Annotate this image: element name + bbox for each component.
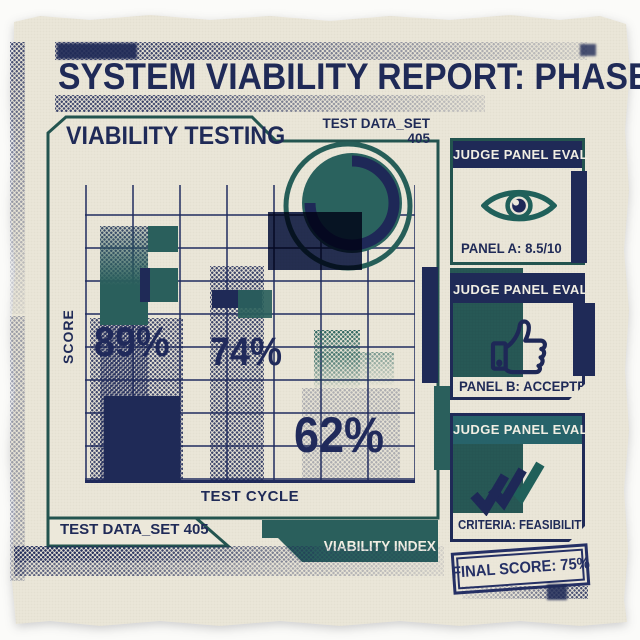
deco-teal-bar-right xyxy=(434,386,450,470)
judge-panel-b-header-bg xyxy=(453,276,582,303)
poster-title: SYSTEM VIABILITY REPORT: PHASE 2 xyxy=(58,56,640,97)
left-edge-halftone xyxy=(10,42,25,314)
judge-panel-c-caption: CRITERIA: FEASIBILITY xyxy=(458,517,589,532)
stamp-ink-blob xyxy=(547,584,567,600)
bar-1-teal-block-lower xyxy=(150,268,178,302)
bar-2-teal-block xyxy=(238,290,272,318)
bar-3-teal-step xyxy=(314,352,394,385)
halftone-band-under-title xyxy=(55,95,485,112)
halftone-band-top xyxy=(55,42,587,60)
judge-panel-c-header: JUDGE PANEL EVAL xyxy=(453,422,588,437)
thumbs-up-icon xyxy=(486,307,556,377)
bar-3-light-halftone xyxy=(302,388,400,478)
ink-smudge-top-left xyxy=(57,43,137,59)
judge-panel-b-header: JUDGE PANEL EVAL xyxy=(453,282,588,297)
y-axis-label: SCORE xyxy=(60,309,76,365)
dataset-label-bottom: TEST DATA_SET 405 xyxy=(60,521,209,538)
bar-1-navy-base xyxy=(104,396,180,483)
bar-2-value-label: 74% xyxy=(210,330,283,374)
bar-3-value-label: 62% xyxy=(294,407,385,463)
bar-1-navy-strip xyxy=(140,268,150,302)
stamp-halftone-strip xyxy=(462,586,588,599)
judge-panel-a-header: JUDGE PANEL EVAL xyxy=(453,147,588,162)
judge-panel-a-caption: PANEL A: 8.5/10 xyxy=(461,240,562,256)
triple-checkmark-icon xyxy=(468,452,564,516)
judge-panel-a-header-bg: JUDGE PANEL EVAL xyxy=(453,141,588,168)
judge-panel-c-header-bg xyxy=(453,416,582,444)
ink-speck-top-right xyxy=(580,44,596,56)
final-score-label: FINAL SCORE: 75% xyxy=(451,555,590,582)
bar-1-value-label: 89% xyxy=(94,318,170,365)
judge-panel-b-side-bar xyxy=(573,303,595,376)
judge-panel-a-side-bar xyxy=(571,171,587,263)
left-edge-halftone-lower xyxy=(10,316,25,581)
judge-panel-a: JUDGE PANEL EVAL PANEL A: 8.5/10 xyxy=(450,138,588,265)
deco-navy-bar-right xyxy=(422,267,438,383)
eye-icon xyxy=(481,189,557,222)
bottom-halftone-band-dense xyxy=(14,546,314,562)
bar-1-teal-block-upper xyxy=(148,226,178,252)
judge-panel-c: JUDGE PANEL EVAL CRITERIA: FEASIBILITY xyxy=(450,413,585,542)
judge-panel-b: JUDGE PANEL EVAL PANEL B: ACCEPTED xyxy=(450,273,585,400)
navy-overlay-square xyxy=(268,212,362,270)
chart-title: VIABILITY TESTING xyxy=(66,122,286,150)
x-axis-label: TEST CYCLE xyxy=(200,488,300,505)
dataset-label-top: TEST DATA_SET 405 xyxy=(322,116,430,146)
judge-panel-b-caption: PANEL B: ACCEPTED xyxy=(459,378,596,394)
